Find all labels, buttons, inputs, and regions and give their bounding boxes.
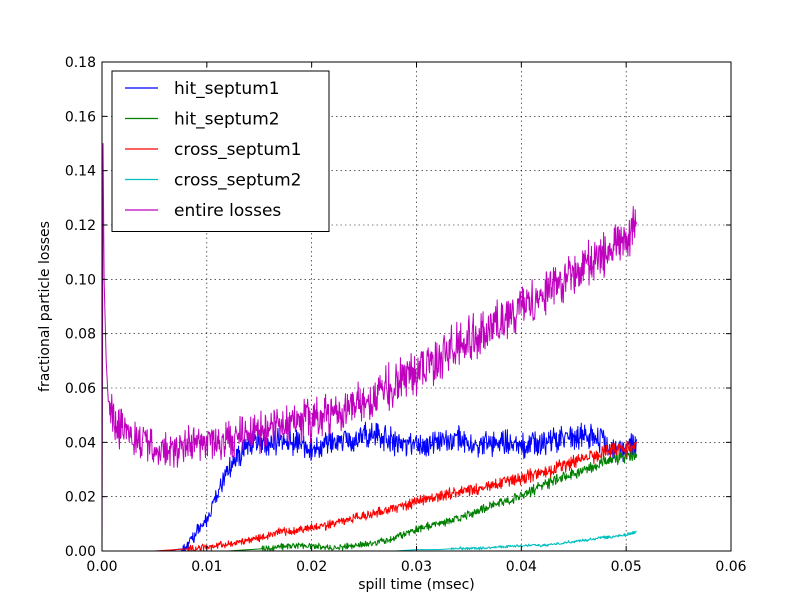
legend-entry-label: hit_septum2 <box>174 110 280 130</box>
y-tick-label: 0.16 <box>65 109 96 125</box>
x-tick-label: 0.00 <box>86 559 117 575</box>
x-tick-label: 0.05 <box>611 559 642 575</box>
legend-entry-label: cross_septum1 <box>174 140 302 160</box>
legend-entry-label: entire losses <box>174 201 281 221</box>
y-tick-label: 0.18 <box>65 55 96 71</box>
y-axis-label: fractional particle losses <box>37 221 53 392</box>
series-line-cross-septum1 <box>102 440 638 552</box>
legend-box <box>111 70 330 232</box>
x-tick-label: 0.06 <box>715 559 746 575</box>
x-axis-label: spill time (msec) <box>358 577 475 593</box>
legend-entry-label: hit_septum1 <box>174 79 280 99</box>
y-tick-label: 0.00 <box>65 544 96 560</box>
x-tick-label: 0.02 <box>296 559 327 575</box>
series-line-hit-septum1 <box>102 421 638 552</box>
legend: hit_septum1 hit_septum2 cross_septum1cross… <box>111 70 330 232</box>
series-layer <box>101 143 638 552</box>
y-tick-label: 0.02 <box>65 490 96 506</box>
y-tick-label: 0.12 <box>65 218 96 234</box>
x-tick-label: 0.04 <box>506 559 537 575</box>
x-tick-label: 0.01 <box>191 559 222 575</box>
y-tick-label: 0.04 <box>65 435 96 451</box>
y-tick-label: 0.10 <box>65 272 96 288</box>
x-tick-label: 0.03 <box>401 559 432 575</box>
y-tick-label: 0.06 <box>65 381 96 397</box>
ticks: 0.00 0.01 0.02 0.03 0.04 0.05 0.06 0.00 0.02 0.04… <box>65 55 747 575</box>
y-tick-label: 0.08 <box>65 327 96 343</box>
y-tick-label: 0.14 <box>65 164 96 180</box>
legend-entry-label: cross_septum2 <box>174 171 302 191</box>
series-line-entire-losses <box>101 143 638 552</box>
